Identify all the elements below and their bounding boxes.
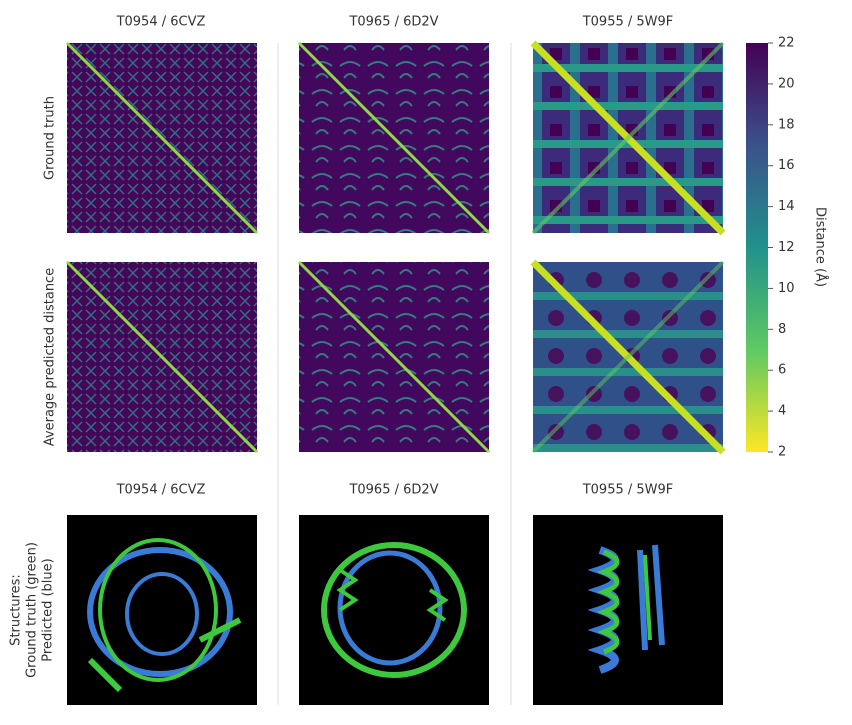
structures-label: Predicted (blue) [41,558,56,661]
structure-image [533,515,723,705]
column-title: T0955 / 5W9F [582,15,674,30]
column-title: T0965 / 6D2V [348,483,438,498]
structure-image [299,515,489,705]
colorbar-label: Distance (Å) [813,207,829,287]
heatmap [530,40,726,236]
colorbar-tick-label: 12 [778,240,795,255]
column-title: T0954 / 6CVZ [116,483,206,498]
colorbar-tick-label: 20 [778,76,795,91]
heatmap [65,260,259,454]
colorbar-tick-label: 14 [778,199,795,214]
column-title: T0955 / 5W9F [582,483,674,498]
structures-label: Structures: [9,574,24,646]
column-title: T0954 / 6CVZ [116,15,206,30]
structures-label: Ground truth (green) [25,542,40,678]
row-label: Average predicted distance [43,268,58,446]
colorbar-tick-label: 18 [778,117,795,132]
heatmap [65,41,259,235]
colorbar-tick-label: 16 [778,158,795,173]
heatmap [530,259,726,455]
colorbar-tick-label: 6 [778,363,786,378]
colorbar-tick-label: 2 [778,445,786,460]
colorbar-tick-label: 8 [778,322,786,337]
column-title: T0965 / 6D2V [348,15,438,30]
structure-image [67,515,257,705]
heatmap [297,260,491,454]
colorbar [746,43,768,452]
colorbar-tick-label: 22 [778,36,795,51]
heatmap [297,41,491,235]
colorbar-tick-label: 4 [778,404,786,419]
colorbar-tick-label: 10 [778,281,795,296]
row-label: Ground truth [43,96,58,180]
